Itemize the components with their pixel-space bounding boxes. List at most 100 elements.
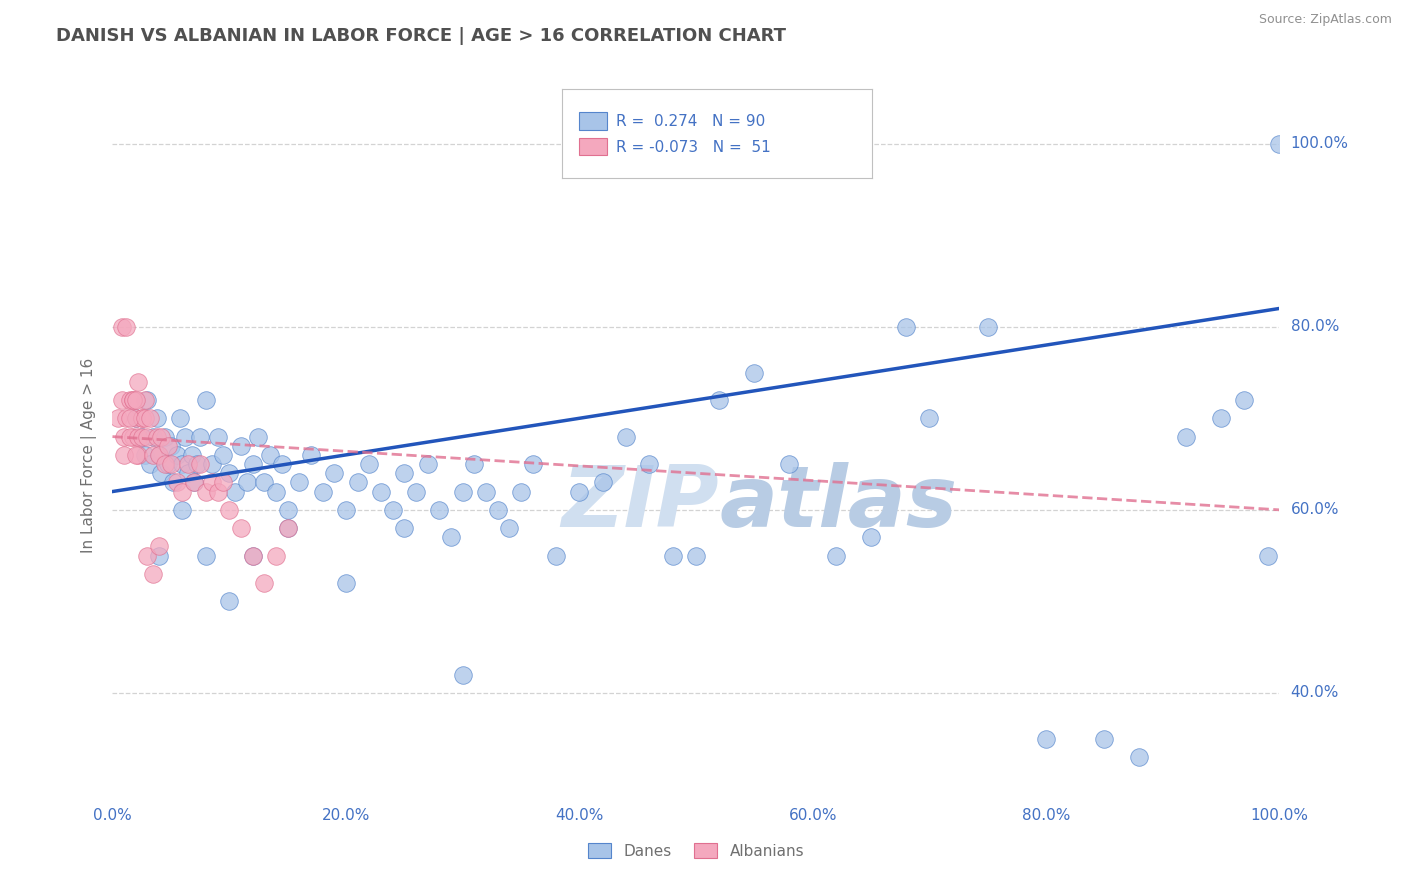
- Point: [276, 521, 298, 535]
- Point: [157, 439, 180, 453]
- Point: [131, 411, 153, 425]
- Point: [276, 521, 298, 535]
- Point: [859, 530, 883, 544]
- Point: [153, 457, 176, 471]
- Point: [270, 457, 292, 471]
- Point: [825, 549, 848, 563]
- Point: [1128, 750, 1150, 764]
- Point: [247, 429, 270, 443]
- Point: [486, 503, 509, 517]
- Point: [522, 457, 544, 471]
- Point: [194, 484, 217, 499]
- Point: [162, 475, 184, 490]
- Point: [194, 549, 217, 563]
- Point: [118, 411, 141, 425]
- Point: [125, 448, 148, 462]
- Point: [139, 457, 162, 471]
- Text: DANISH VS ALBANIAN IN LABOR FORCE | AGE > 16 CORRELATION CHART: DANISH VS ALBANIAN IN LABOR FORCE | AGE …: [56, 27, 786, 45]
- Point: [451, 667, 474, 681]
- Point: [229, 521, 252, 535]
- Point: [122, 392, 145, 407]
- Point: [136, 429, 159, 443]
- Point: [207, 429, 229, 443]
- Point: [188, 457, 211, 471]
- Point: [264, 549, 287, 563]
- Point: [172, 484, 194, 499]
- Point: [166, 475, 188, 490]
- Point: [544, 549, 567, 563]
- Point: [112, 448, 135, 462]
- Point: [264, 484, 287, 499]
- Point: [709, 392, 731, 407]
- Point: [235, 475, 257, 490]
- Point: [359, 457, 381, 471]
- Point: [894, 319, 917, 334]
- Point: [451, 484, 474, 499]
- Point: [201, 475, 224, 490]
- Text: 60.0%: 60.0%: [1291, 502, 1339, 517]
- Text: 100.0%: 100.0%: [1291, 136, 1348, 151]
- Point: [127, 448, 149, 462]
- Point: [335, 576, 357, 591]
- Point: [224, 484, 246, 499]
- Point: [188, 429, 211, 443]
- Point: [1209, 411, 1232, 425]
- Point: [125, 411, 148, 425]
- Point: [122, 429, 145, 443]
- Point: [127, 429, 149, 443]
- Point: [150, 467, 173, 481]
- Point: [392, 521, 416, 535]
- Point: [166, 448, 188, 462]
- Point: [242, 549, 264, 563]
- Point: [685, 549, 707, 563]
- Point: [614, 429, 637, 443]
- Point: [218, 594, 240, 608]
- Point: [111, 319, 134, 334]
- Point: [242, 457, 264, 471]
- Point: [440, 530, 463, 544]
- Point: [136, 549, 159, 563]
- Legend: R =  0.274   N = 90, R = -0.073   N =  51: R = 0.274 N = 90, R = -0.073 N = 51: [569, 103, 780, 164]
- Point: [134, 392, 156, 407]
- Point: [976, 319, 998, 334]
- Point: [150, 429, 173, 443]
- Point: [427, 503, 450, 517]
- Point: [498, 521, 520, 535]
- Point: [183, 475, 205, 490]
- Legend: Danes, Albanians: Danes, Albanians: [582, 837, 810, 864]
- Point: [918, 411, 941, 425]
- Text: Source: ZipAtlas.com: Source: ZipAtlas.com: [1258, 13, 1392, 27]
- Point: [392, 467, 416, 481]
- Point: [276, 503, 298, 517]
- Point: [118, 429, 141, 443]
- Point: [335, 503, 357, 517]
- Point: [112, 429, 135, 443]
- Point: [148, 448, 170, 462]
- Point: [186, 457, 208, 471]
- Point: [134, 411, 156, 425]
- Point: [153, 429, 176, 443]
- Point: [242, 549, 264, 563]
- Point: [115, 411, 138, 425]
- Point: [475, 484, 498, 499]
- Text: 80.0%: 80.0%: [1291, 319, 1339, 334]
- Point: [346, 475, 368, 490]
- Point: [463, 457, 485, 471]
- Point: [311, 484, 333, 499]
- Point: [201, 457, 224, 471]
- Point: [118, 392, 141, 407]
- Point: [183, 475, 205, 490]
- Point: [146, 411, 169, 425]
- Point: [229, 439, 252, 453]
- Point: [1175, 429, 1198, 443]
- Point: [253, 576, 276, 591]
- Point: [172, 457, 194, 471]
- Point: [160, 439, 183, 453]
- Point: [212, 475, 235, 490]
- Point: [134, 448, 156, 462]
- Point: [111, 392, 134, 407]
- Text: ZIP: ZIP: [561, 462, 720, 545]
- Point: [370, 484, 392, 499]
- Point: [122, 392, 145, 407]
- Point: [136, 392, 159, 407]
